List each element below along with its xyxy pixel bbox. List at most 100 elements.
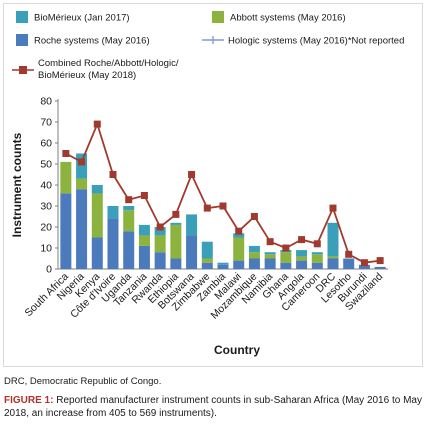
bar-segment — [311, 252, 323, 255]
bar-segment — [374, 266, 386, 269]
bar-segment — [60, 161, 72, 194]
bar-segment — [327, 258, 339, 269]
bar-segment — [201, 258, 213, 263]
bar-segment — [76, 153, 88, 179]
legend-swatch — [212, 11, 224, 23]
combined-series-point — [172, 210, 180, 218]
bar-segment — [358, 264, 370, 269]
bar-segment — [343, 258, 355, 269]
bar-segment — [186, 214, 198, 236]
combined-series-point — [188, 171, 196, 178]
y-tick-label: 40 — [40, 180, 52, 192]
combined-series-point — [376, 257, 384, 265]
bar-segment — [280, 262, 292, 269]
bar-segment — [248, 252, 260, 259]
legend-label: Abbott systems (May 2016) — [230, 13, 346, 24]
y-tick-label: 30 — [40, 201, 52, 213]
combined-series-point — [345, 250, 353, 258]
bar-segment — [170, 224, 182, 259]
combined-series-point — [203, 204, 211, 212]
bar-segment — [123, 210, 135, 232]
combined-series-point — [298, 236, 306, 244]
combined-series-point — [125, 196, 133, 204]
bar-segment — [264, 254, 276, 259]
y-tick-label: 0 — [46, 264, 52, 276]
bar-segment — [170, 258, 182, 269]
caption-label: FIGURE 1: — [4, 395, 54, 406]
combined-series-point — [140, 192, 148, 199]
combined-series-point — [329, 204, 337, 212]
bar-segment — [280, 252, 292, 263]
legend-label: BioMérieux (May 2018) — [38, 70, 136, 81]
bar-segment — [76, 189, 88, 269]
bar-segment — [233, 260, 245, 269]
combined-series-point — [250, 213, 258, 220]
combined-series-point — [156, 223, 164, 231]
bar-segment — [248, 245, 260, 253]
bar-segment — [154, 227, 166, 236]
bar-segment — [123, 231, 135, 269]
bar-segment — [154, 252, 166, 269]
chart: BioMérieux (Jan 2017) Abbott systems (May… — [10, 11, 404, 357]
y-tick-label: 10 — [40, 243, 52, 255]
y-tick-label: 20 — [40, 222, 52, 234]
legend-square-marker — [19, 66, 27, 74]
combined-series-point — [313, 240, 321, 248]
bar-segment — [154, 235, 166, 253]
legend-swatch — [16, 11, 28, 23]
bar-segment — [217, 262, 229, 265]
bar-segment — [264, 258, 276, 269]
combined-series-point — [266, 238, 274, 246]
x-axis-title: Country — [214, 343, 260, 357]
bar-segment — [138, 235, 150, 246]
combined-series-point — [235, 227, 243, 235]
bar-segment — [123, 206, 135, 211]
bar-segment — [91, 193, 103, 238]
legend-label: Roche systems (May 2016) — [34, 36, 150, 47]
combined-series-point — [62, 150, 70, 157]
bar-segment — [138, 245, 150, 269]
combined-series-point — [282, 244, 290, 252]
bar-segment — [311, 254, 323, 263]
y-axis-title: Instrument counts — [10, 132, 24, 237]
bar-segment — [201, 262, 213, 269]
combined-series-point — [78, 158, 86, 166]
legend-label: BioMérieux (Jan 2017) — [34, 13, 130, 24]
combined-series-point — [109, 171, 117, 178]
combined-series-point — [219, 202, 227, 210]
y-tick-label: 70 — [40, 117, 52, 129]
bar-segment — [91, 185, 103, 194]
bar-segment — [296, 256, 308, 261]
bar-segment — [76, 178, 88, 190]
y-tick-label: 60 — [40, 138, 52, 150]
bar-segment — [170, 222, 182, 225]
abbreviation-note: DRC, Democratic Republic of Congo. — [4, 376, 162, 387]
legend-label: Combined Roche/Abbott/Hologic/ — [38, 58, 179, 69]
bar-segment — [91, 237, 103, 269]
bar-segment — [186, 235, 198, 269]
figure-caption: FIGURE 1: Reported manufacturer instrume… — [4, 394, 425, 420]
bar-segment — [327, 256, 339, 259]
legend-swatch — [16, 34, 28, 46]
bar-segment — [296, 260, 308, 269]
bar-segment — [138, 224, 150, 236]
bar-segment — [233, 233, 245, 238]
bar-segment — [217, 264, 229, 269]
bar-segment — [107, 206, 119, 219]
bar-segment — [201, 241, 213, 259]
combined-series-point — [360, 259, 368, 267]
y-tick-label: 80 — [40, 96, 52, 108]
bar-segment — [311, 262, 323, 269]
chart-frame — [3, 3, 423, 367]
bar-segment — [296, 250, 308, 257]
y-tick-label: 50 — [40, 159, 52, 171]
bar-segment — [107, 218, 119, 269]
bar-segment — [327, 222, 339, 257]
bar-segment — [264, 252, 276, 255]
combined-series-point — [93, 120, 101, 128]
caption-text: Reported manufacturer instrument counts … — [4, 395, 422, 419]
bar-segment — [233, 237, 245, 261]
bar-segment — [248, 258, 260, 269]
legend-label: Hologic systems (May 2016)*Not reported — [228, 36, 404, 47]
